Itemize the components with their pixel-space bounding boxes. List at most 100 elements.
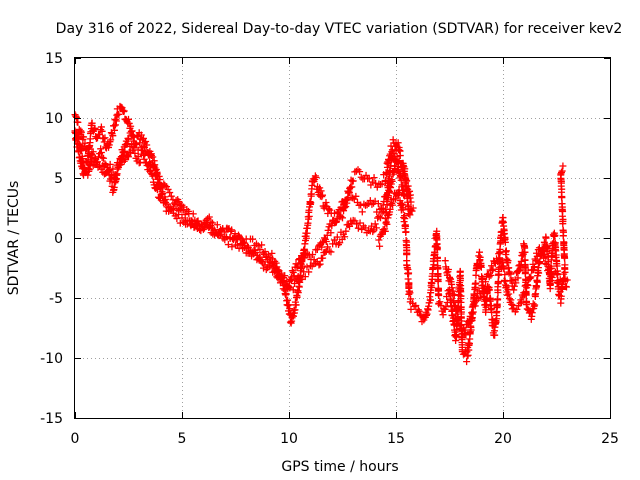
data-point: [244, 242, 252, 250]
data-point: [375, 236, 383, 244]
data-point: [557, 292, 565, 300]
data-point: [401, 215, 409, 223]
data-point: [290, 312, 298, 320]
data-point: [397, 176, 405, 184]
data-point: [331, 218, 339, 226]
data-point: [77, 128, 85, 136]
data-point: [559, 226, 567, 234]
data-point: [530, 263, 538, 271]
data-point: [121, 147, 129, 155]
data-point: [517, 257, 525, 265]
data-point: [453, 306, 461, 314]
data-point: [319, 191, 327, 199]
data-point: [551, 268, 559, 276]
data-point: [333, 233, 341, 241]
data-point: [204, 215, 212, 223]
data-point: [106, 160, 114, 168]
y-tick-label: 10: [45, 111, 63, 127]
data-point: [268, 249, 276, 257]
data-point: [559, 162, 567, 170]
data-point: [89, 148, 97, 156]
data-point: [185, 217, 193, 225]
data-point: [402, 228, 410, 236]
data-point: [311, 172, 319, 180]
data-point: [383, 220, 391, 228]
data-point: [224, 241, 232, 249]
data-point: [251, 247, 259, 255]
data-point: [125, 135, 132, 143]
data-point: [322, 237, 330, 245]
data-point: [327, 229, 335, 237]
y-tick-label: -15: [40, 411, 63, 427]
data-point: [258, 241, 266, 249]
data-point: [399, 206, 407, 214]
data-point: [139, 151, 147, 159]
data-point: [161, 193, 169, 201]
data-point: [95, 153, 103, 161]
data-point: [178, 214, 186, 222]
data-point: [513, 305, 521, 313]
data-point: [203, 219, 211, 227]
data-point: [558, 281, 566, 289]
data-point: [84, 156, 92, 164]
data-point: [456, 275, 464, 283]
data-point: [376, 242, 384, 250]
x-tick-label: 15: [387, 431, 405, 447]
data-point: [256, 246, 264, 254]
data-point: [444, 266, 452, 274]
data-point: [485, 286, 493, 294]
data-point: [396, 152, 404, 160]
chart-title: Day 316 of 2022, Sidereal Day-to-day VTE…: [56, 21, 623, 37]
data-point: [332, 218, 340, 226]
data-point: [117, 161, 125, 169]
data-point: [90, 126, 98, 134]
data-point: [409, 204, 417, 212]
data-point: [274, 266, 282, 274]
data-point: [286, 318, 294, 326]
data-point: [476, 294, 484, 302]
data-point: [96, 162, 104, 170]
data-point: [100, 154, 108, 162]
data-point: [381, 227, 389, 235]
data-point: [371, 220, 379, 228]
data-point: [524, 282, 532, 290]
data-point: [555, 279, 563, 287]
data-point: [467, 326, 475, 334]
data-point: [516, 299, 524, 307]
data-point: [510, 282, 518, 290]
data-point: [475, 248, 483, 256]
data-point: [467, 317, 475, 325]
y-tick-label: 0: [54, 231, 63, 247]
data-point: [238, 235, 246, 243]
data-point: [129, 131, 137, 139]
data-point: [472, 279, 480, 287]
data-point: [389, 136, 397, 144]
data-point: [254, 242, 262, 250]
data-point: [410, 302, 418, 310]
data-point: [408, 207, 416, 215]
data-point: [488, 262, 496, 270]
data-point: [464, 351, 472, 359]
data-point: [374, 200, 382, 208]
data-point: [401, 192, 409, 200]
data-point: [140, 155, 148, 163]
data-point: [313, 245, 321, 253]
data-point: [101, 160, 109, 168]
data-point: [139, 142, 147, 150]
data-point: [414, 306, 422, 314]
data-point: [393, 158, 401, 166]
data-point: [316, 184, 324, 192]
data-point: [482, 278, 490, 286]
data-point: [125, 153, 132, 161]
data-point: [542, 253, 550, 261]
data-point: [392, 146, 400, 154]
data-point: [495, 277, 503, 285]
data-point: [558, 212, 566, 220]
data-point: [86, 151, 94, 159]
data-point: [388, 177, 396, 185]
data-point: [539, 247, 547, 255]
data-point: [481, 285, 489, 293]
data-point: [324, 243, 332, 251]
data-point: [475, 252, 483, 260]
